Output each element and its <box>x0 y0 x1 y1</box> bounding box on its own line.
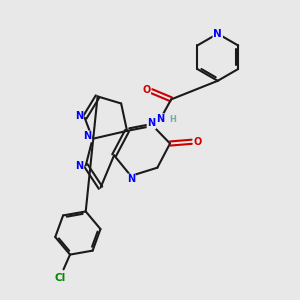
Text: H: H <box>169 115 176 124</box>
Text: N: N <box>75 111 83 121</box>
Text: N: N <box>127 174 135 184</box>
Text: O: O <box>142 85 150 94</box>
Text: O: O <box>194 137 202 147</box>
Text: N: N <box>156 114 164 124</box>
Text: N: N <box>213 29 222 39</box>
Text: N: N <box>75 161 83 171</box>
Text: N: N <box>83 131 91 142</box>
Text: N: N <box>147 118 155 128</box>
Text: Cl: Cl <box>55 273 66 283</box>
